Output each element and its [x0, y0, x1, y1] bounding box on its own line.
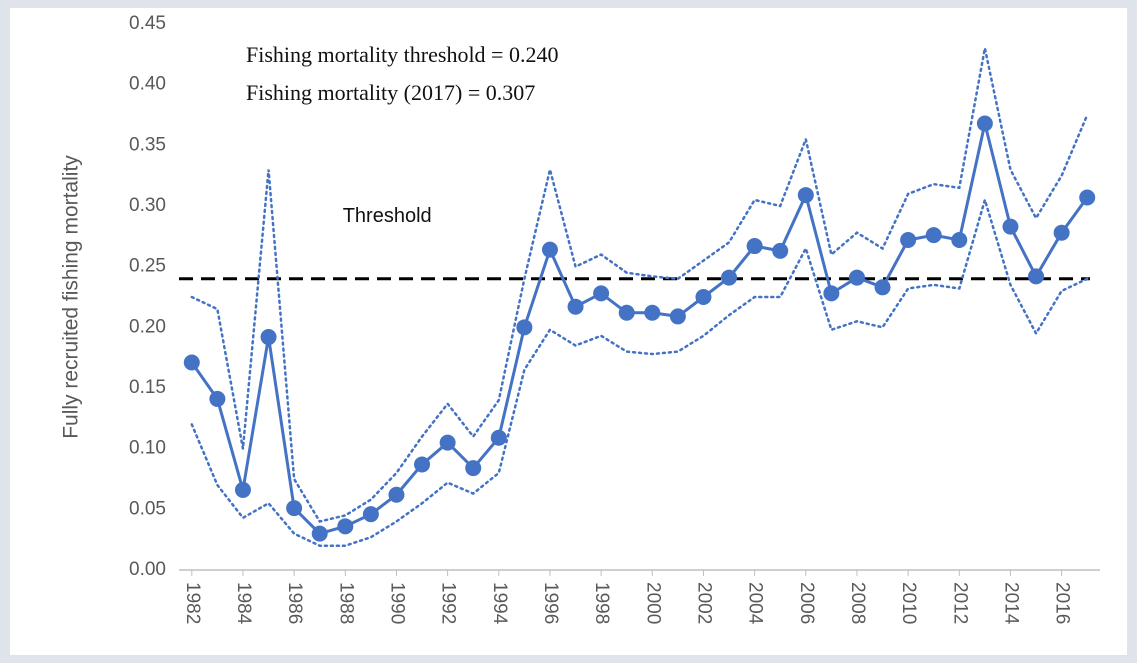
marker [567, 298, 584, 315]
panel [10, 8, 1127, 655]
threshold-label: Threshold [343, 205, 432, 227]
marker [695, 289, 712, 305]
marker [541, 241, 558, 258]
y-tick-label: 0.10 [129, 438, 166, 459]
y-tick-label: 0.35 [129, 134, 166, 155]
marker [593, 285, 610, 302]
marker [874, 279, 891, 296]
marker [1053, 224, 1070, 241]
x-tick-label: 2002 [693, 582, 714, 624]
x-tick-label: 2010 [898, 582, 919, 624]
marker [746, 238, 763, 255]
x-tick-label: 1992 [438, 582, 459, 624]
marker [209, 390, 226, 407]
y-tick-label: 0.30 [129, 195, 166, 216]
y-tick-label: 0.20 [129, 316, 166, 337]
x-tick-label: 2016 [1052, 582, 1073, 624]
x-tick-label: 1982 [182, 582, 203, 624]
y-axis-label: Fully recruited fishing mortality [60, 155, 83, 439]
y-tick-label: 0.40 [129, 74, 166, 95]
x-tick-label: 2012 [949, 582, 970, 624]
marker [618, 304, 635, 321]
marker [490, 429, 507, 446]
x-tick-label: 2000 [642, 582, 663, 624]
x-tick-label: 1994 [489, 582, 510, 625]
marker [721, 269, 738, 286]
marker [439, 434, 456, 451]
x-tick-label: 1988 [335, 582, 356, 624]
marker [644, 304, 661, 321]
x-tick-label: 2004 [745, 582, 766, 625]
bound-line [190, 195, 1089, 547]
marker [772, 242, 789, 259]
marker [260, 329, 277, 346]
y-tick-label: 0.25 [129, 256, 166, 277]
marker [951, 231, 968, 248]
y-tick-label: 0.00 [129, 559, 166, 580]
annotation: Fishing mortality (2017) = 0.307 [246, 80, 535, 105]
annotation: Fishing mortality threshold = 0.240 [246, 42, 558, 67]
marker [183, 354, 200, 371]
x-tick-label: 2006 [796, 582, 817, 624]
marker [669, 308, 686, 325]
marker [1079, 189, 1096, 206]
y-tick-label: 0.45 [129, 13, 166, 34]
x-tick-label: 2014 [1000, 582, 1021, 625]
marker [388, 486, 405, 503]
marker [976, 115, 993, 132]
marker [286, 500, 303, 517]
marker [465, 460, 482, 477]
x-tick-label: 1986 [284, 582, 305, 624]
marker [925, 227, 942, 244]
marker [848, 269, 865, 286]
marker [362, 506, 379, 523]
marker [1002, 218, 1019, 235]
marker [337, 518, 354, 535]
x-tick-label: 1996 [540, 582, 561, 624]
marker [234, 481, 251, 498]
marker [823, 285, 840, 302]
marker [516, 319, 533, 336]
y-tick-label: 0.15 [129, 377, 166, 398]
bound-line [190, 48, 1089, 523]
x-tick-label: 2008 [847, 582, 868, 624]
x-tick-label: 1984 [233, 582, 254, 625]
marker [414, 456, 431, 473]
marker [1028, 268, 1045, 285]
marker [900, 231, 917, 248]
y-tick-label: 0.05 [129, 498, 166, 519]
marker [311, 525, 328, 542]
x-tick-label: 1990 [386, 582, 407, 624]
x-tick-label: 1998 [591, 582, 612, 624]
marker [797, 187, 814, 204]
